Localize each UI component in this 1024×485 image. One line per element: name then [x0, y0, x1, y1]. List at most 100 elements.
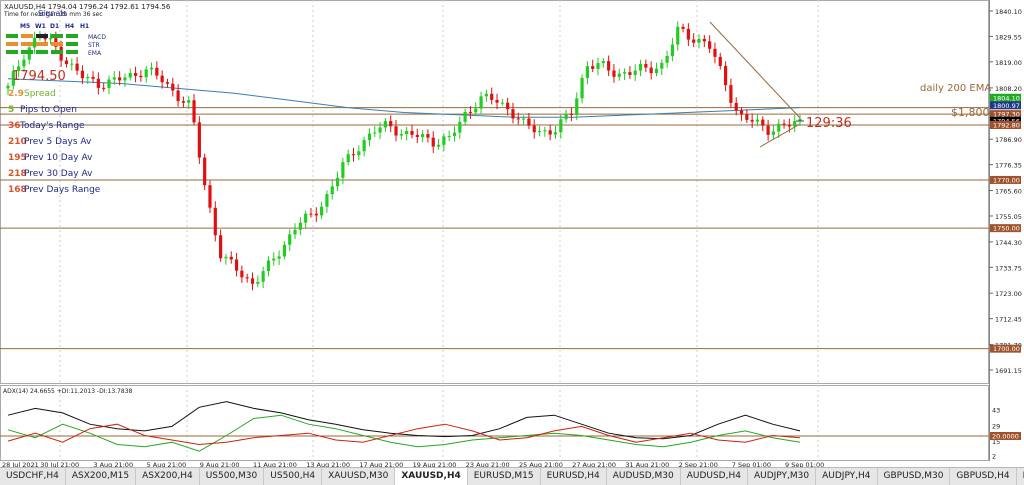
candle-body — [660, 62, 664, 69]
candle-body — [123, 77, 127, 81]
candle-body — [665, 55, 669, 63]
candle-body — [330, 186, 334, 195]
info-value: 218 — [8, 169, 27, 179]
candle-body — [670, 44, 675, 56]
candle-body — [181, 101, 186, 103]
chart-tab[interactable]: AUDJPY,M30 — [747, 468, 817, 485]
candle-body — [575, 98, 579, 115]
price-marker-label: 1804.10 — [993, 94, 1020, 102]
candle-body — [362, 140, 366, 152]
chart-tab[interactable]: US500,M30 — [199, 468, 265, 485]
chart-tab[interactable]: EURUSD,M15 — [467, 468, 541, 485]
candle-body — [367, 133, 372, 141]
candle-body — [500, 102, 504, 104]
adx-pane-frame — [0, 385, 989, 461]
candle-body — [293, 229, 297, 235]
adx-title: ADX(14) 24.6655 +DI:11.2013 -DI:13.7838 — [3, 388, 133, 395]
price-tick-label: 1819.00 — [995, 59, 1022, 67]
chart-tab[interactable]: ASX200,H4 — [136, 468, 200, 485]
time-axis-label: 3 Aug 21:00 — [93, 461, 133, 467]
price-marker-label: 1770.00 — [993, 176, 1020, 184]
chart-tab[interactable]: AUDUSD,H4 — [680, 468, 748, 485]
price-tick-label: 1808.20 — [995, 85, 1022, 93]
candle-body — [511, 109, 515, 119]
signal-cell — [21, 42, 33, 46]
price-axis: 1840.101829.551819.001808.201797.651786.… — [989, 8, 1022, 375]
price-marker — [990, 175, 1021, 184]
signal-cell — [66, 50, 78, 54]
candle-body — [447, 135, 451, 137]
candle-body — [638, 64, 643, 71]
candle-body — [569, 113, 574, 115]
chart-tab[interactable]: GBPUSD,H4 — [950, 468, 1017, 485]
chart-area[interactable]: 129:36 daily 200 EMA $1,800 XAUUSD,H4 17… — [0, 0, 1024, 469]
candle-body — [256, 281, 260, 284]
adx-tick-label: 29 — [992, 422, 1000, 430]
price-tick-label: 1723.00 — [995, 290, 1022, 298]
candle-body — [750, 119, 754, 122]
candle-body — [378, 127, 382, 133]
candle-body — [607, 61, 611, 71]
price-marker — [990, 224, 1021, 233]
candle-body — [70, 63, 74, 65]
candle-body — [702, 38, 706, 42]
chart-tab[interactable]: AUDJPY,H4 — [816, 468, 878, 485]
price-marker — [990, 344, 1021, 353]
candle-body — [474, 108, 478, 113]
chart-tab[interactable]: US500,H4 — [264, 468, 323, 485]
signal-cell — [36, 42, 48, 46]
time-axis-label: 2 Sep 21:00 — [679, 461, 718, 467]
candle-body — [484, 93, 488, 97]
price-marker — [990, 116, 1021, 125]
chart-tab[interactable]: AUDUSD,M30 — [606, 468, 681, 485]
candle-body — [548, 130, 552, 135]
candle-body — [149, 67, 154, 70]
signal-row-label: EMA — [88, 50, 102, 57]
candle-body — [112, 77, 116, 80]
time-axis-label: 28 Jul 2021 — [2, 461, 39, 467]
signal-timeframe: M5 — [20, 23, 30, 30]
signal-cell — [6, 42, 18, 46]
price-marker — [990, 110, 1021, 119]
candle-body — [745, 114, 749, 120]
candle-body — [516, 118, 520, 120]
chart-tab[interactable]: ASX200,M15 — [65, 468, 137, 485]
candle-body — [261, 271, 265, 282]
signal-cell — [51, 50, 63, 54]
candle-body — [43, 37, 47, 40]
sr-levels — [0, 107, 989, 350]
time-axis-label: 17 Aug 21:00 — [359, 461, 403, 467]
candle-body — [75, 63, 79, 71]
info-value: 5 — [8, 105, 14, 115]
main-pane-frame — [0, 0, 989, 384]
chart-tab[interactable]: USDCHF,H4 — [0, 468, 66, 485]
chart-tab[interactable]: GBPUSD,M30 — [877, 468, 951, 485]
candle-body — [692, 39, 696, 43]
candle-body — [288, 234, 292, 245]
chart-tab[interactable]: NZDUSD,M30 — [1016, 468, 1024, 485]
chart-tab[interactable]: XAUUSD,M30 — [322, 468, 396, 485]
info-label: Pips to Open — [20, 105, 77, 115]
chart-tab[interactable]: EURUSD,H4 — [540, 468, 607, 485]
chart-tab[interactable]: XAUUSD,H4 — [395, 468, 468, 485]
candle-body — [17, 66, 21, 72]
chart-header-title: XAUUSD,H4 1794.04 1796.24 1792.61 1794.5… — [4, 3, 171, 11]
price-marker-label: 1700.00 — [993, 345, 1020, 353]
candle-body — [320, 206, 324, 216]
candle-body — [22, 59, 26, 67]
candle-body — [197, 122, 201, 158]
candle-body — [543, 130, 547, 132]
price-marker — [990, 101, 1021, 110]
signal-cell — [66, 34, 78, 38]
candle-body — [421, 134, 425, 137]
vertical-grid — [59, 0, 819, 461]
candle-body — [798, 118, 802, 122]
signals-title: Signals — [38, 9, 67, 18]
time-axis-label: 9 Sep 01:00 — [785, 461, 824, 467]
info-panel: 2.9 Spread 5 Pips to Open 36 Today's Range 210… — [8, 89, 101, 195]
price-markers: 1804.101800.971797.301794.561792.801770.… — [990, 93, 1021, 353]
candle-body — [192, 100, 196, 123]
candle-body — [64, 60, 69, 65]
price-chart[interactable]: 129:36 daily 200 EMA $1,800 XAUUSD,H4 17… — [0, 0, 1024, 469]
